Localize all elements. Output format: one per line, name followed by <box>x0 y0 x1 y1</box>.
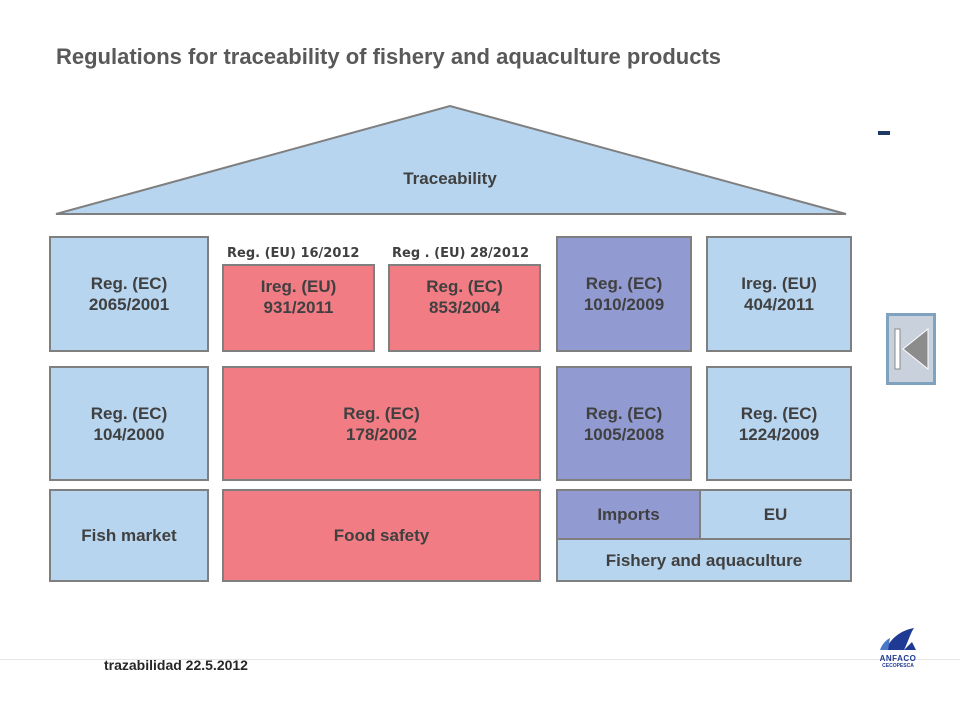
skip-back-button[interactable] <box>886 313 936 385</box>
fishery-aquaculture-box: Fishery and aquaculture <box>556 538 852 582</box>
reg-box-line2: 178/2002 <box>346 424 417 444</box>
footer-divider <box>0 659 960 660</box>
decorative-dash <box>878 131 890 135</box>
reg-box-931-2011: Ireg. (EU) 931/2011 <box>222 264 375 352</box>
reg-box-line1: Reg. (EC) <box>343 403 420 423</box>
imports-label: Imports <box>597 505 660 524</box>
reg-box-104-2000: Reg. (EC) 104/2000 <box>49 366 209 481</box>
reg-box-line1: Reg. (EC) <box>585 403 663 423</box>
slide-title: Regulations for traceability of fishery … <box>56 44 722 69</box>
roof-label: Traceability <box>403 169 497 188</box>
reg-box-line1: Reg. (EC) <box>90 403 168 423</box>
anfaco-fish-icon <box>880 628 916 650</box>
reg-box-2065-2001: Reg. (EC) 2065/2001 <box>49 236 209 352</box>
skip-back-icon <box>894 327 929 371</box>
reg-box-line2: 2065/2001 <box>88 295 170 314</box>
reg-box-line2: 1005/2008 <box>583 424 665 444</box>
reg-box-1005-2008: Reg. (EC) 1005/2008 <box>556 366 692 481</box>
reg-box-line1: Reg. (EC) <box>426 277 503 296</box>
imports-box: Imports <box>556 489 701 540</box>
reg-box-line1: Ireg. (EU) <box>741 274 817 293</box>
footer-text: trazabilidad 22.5.2012 <box>104 657 248 673</box>
reg-box-line2: 853/2004 <box>429 298 500 317</box>
reg-box-1224-2009: Reg. (EC) 1224/2009 <box>706 366 852 481</box>
reg-box-line1: Reg. (EC) <box>90 274 168 293</box>
reg-box-404-2011: Ireg. (EU) 404/2011 <box>706 236 852 352</box>
reg-box-line2: 404/2011 <box>744 295 814 314</box>
food-safety-box: Food safety <box>222 489 541 582</box>
reg-box-line1: Reg. (EC) <box>740 403 818 423</box>
reg-box-line1: Reg. (EC) <box>585 274 663 293</box>
annotation-reg-16-2012: Reg. (EU) 16/2012 <box>227 246 360 261</box>
anfaco-logo: ANFACO CECOPESCA <box>868 624 928 672</box>
reg-box-line1: Ireg. (EU) <box>260 277 337 296</box>
fish-market-box: Fish market <box>49 489 209 582</box>
reg-box-line2: 1224/2009 <box>738 424 820 444</box>
reg-box-line2: 104/2000 <box>93 424 165 444</box>
food-safety-label: Food safety <box>333 526 430 545</box>
logo-name: ANFACO <box>879 654 917 663</box>
reg-box-line2: 1010/2009 <box>583 295 665 314</box>
reg-box-line2: 931/2011 <box>263 298 334 317</box>
eu-label: EU <box>763 505 788 524</box>
annotation-reg-28-2012: Reg . (EU) 28/2012 <box>392 246 529 261</box>
fishery-aquaculture-label: Fishery and aquaculture <box>605 550 803 570</box>
reg-box-178-2002: Reg. (EC) 178/2002 <box>222 366 541 481</box>
logo-subtitle: CECOPESCA <box>882 663 914 669</box>
reg-box-1010-2009: Reg. (EC) 1010/2009 <box>556 236 692 352</box>
traceability-roof: Traceability <box>55 104 847 215</box>
reg-box-853-2004: Reg. (EC) 853/2004 <box>388 264 541 352</box>
eu-box: EU <box>699 489 852 540</box>
fish-market-label: Fish market <box>81 526 177 545</box>
